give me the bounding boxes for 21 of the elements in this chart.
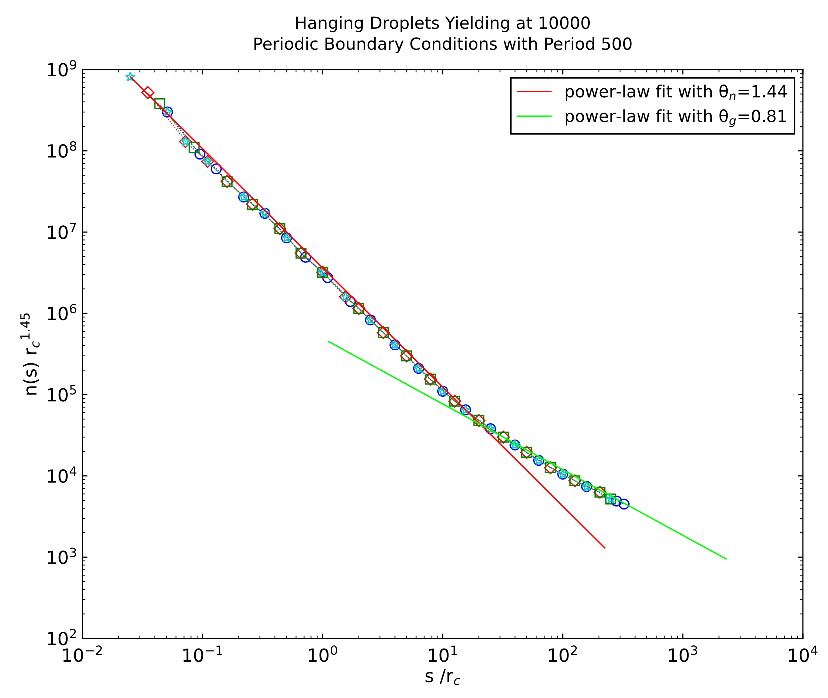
y-tick-label: 10$^{8}$: [48, 141, 76, 158]
x-tick-label: 10$^{−1}$: [184, 646, 222, 662]
legend-label: power-law fit with θ$_{n}$=1.44: [566, 84, 788, 102]
x-tick-label: 10$^{−2}$: [64, 646, 102, 662]
y-axis-title: n(s) r$_{c}$$^{1.45}$: [20, 314, 40, 395]
x-tick-label: 10$^{1}$: [429, 646, 458, 662]
x-tick-label: 10$^{0}$: [309, 646, 338, 662]
chart-subtitle: Periodic Boundary Conditions with Period 500: [254, 37, 632, 54]
y-tick-label: 10$^{2}$: [48, 629, 76, 646]
chart-title: Hanging Droplets Yielding at 10000: [296, 16, 590, 32]
y-tick-label: 10$^{9}$: [48, 60, 76, 77]
x-tick-label: 10$^{4}$: [789, 646, 818, 662]
x-tick-label: 10$^{2}$: [549, 646, 578, 662]
y-tick-label: 10$^{6}$: [48, 304, 77, 321]
y-tick-label: 10$^{3}$: [48, 548, 76, 564]
x-axis-title: s /r$_{c}$: [426, 669, 460, 686]
y-tick-label: 10$^{7}$: [48, 222, 76, 240]
y-tick-label: 10$^{4}$: [48, 466, 77, 484]
legend-label: power-law fit with θ$_{g}$=0.81: [566, 109, 786, 128]
y-tick-label: 10$^{5}$: [48, 385, 76, 402]
x-tick-label: 10$^{3}$: [669, 646, 698, 662]
